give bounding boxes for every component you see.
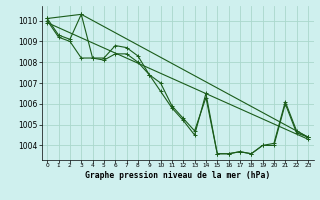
X-axis label: Graphe pression niveau de la mer (hPa): Graphe pression niveau de la mer (hPa) bbox=[85, 171, 270, 180]
